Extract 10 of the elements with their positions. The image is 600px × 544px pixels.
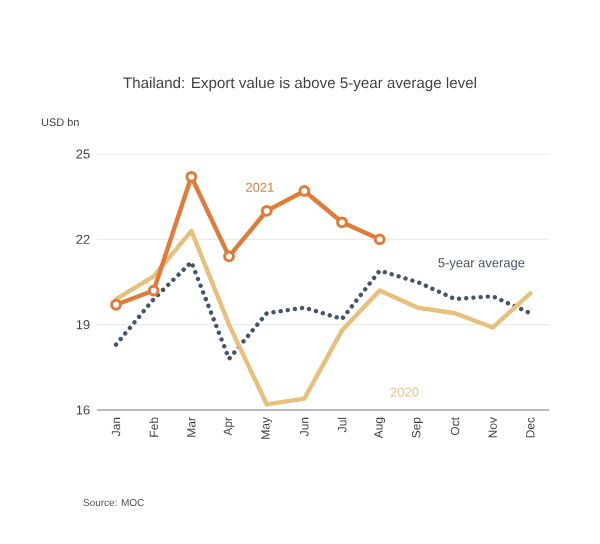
point (110, 298, 122, 311)
point (147, 284, 160, 297)
point (260, 205, 273, 217)
line-series (113, 228, 533, 407)
point (298, 185, 311, 197)
point (336, 216, 348, 229)
line-series (113, 259, 533, 361)
point (185, 170, 198, 183)
point (373, 233, 386, 246)
point (223, 250, 235, 263)
